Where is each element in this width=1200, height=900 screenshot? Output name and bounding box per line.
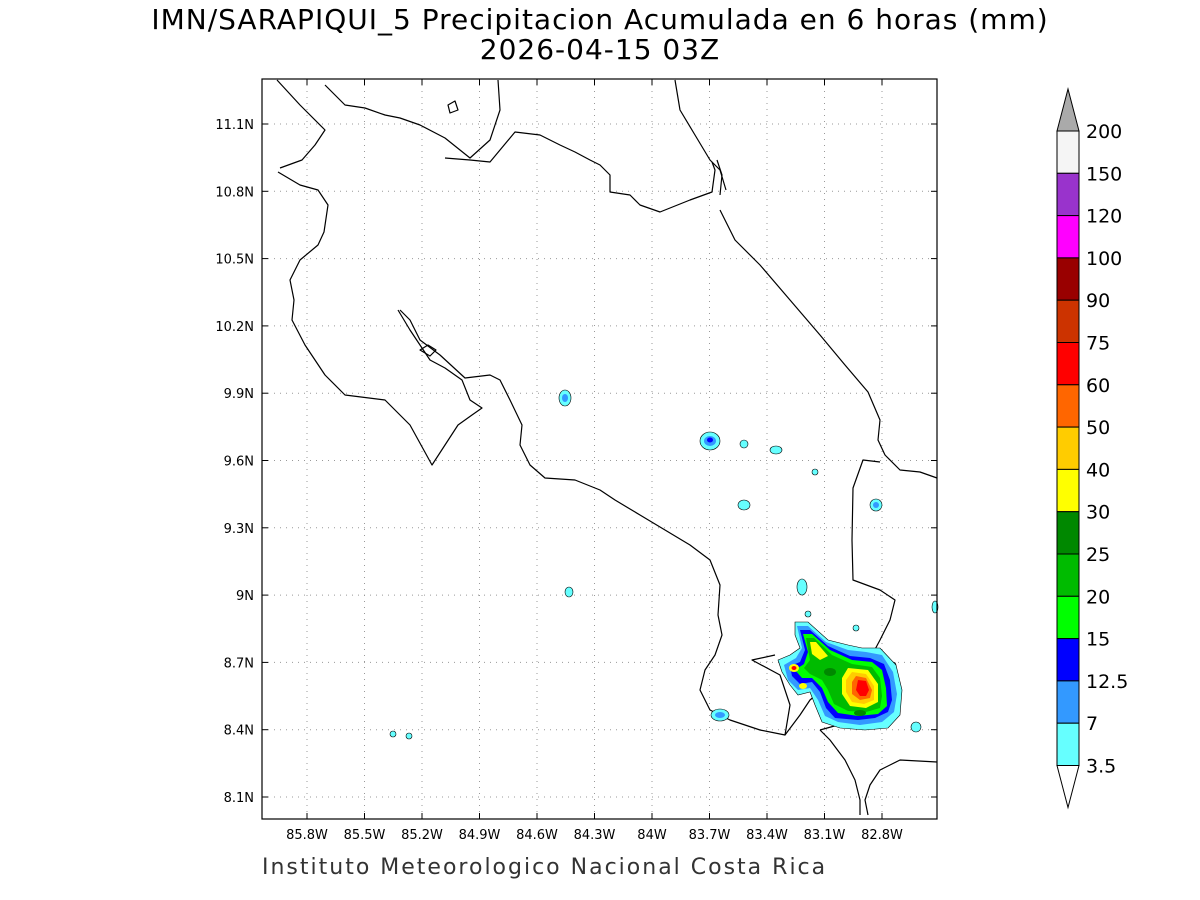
colorbar-label: 90 [1086, 290, 1110, 312]
colorbar-label: 200 [1086, 121, 1122, 143]
colorbar-swatch [1056, 130, 1080, 174]
lat-tick-label: 8.1N [224, 791, 254, 806]
colorbar-swatch [1056, 638, 1080, 682]
colorbar-swatch [1056, 215, 1080, 259]
colorbar-swatch [1056, 511, 1080, 555]
lat-tick-label: 8.7N [224, 656, 254, 671]
colorbar-legend: 200 150 120 100 90 75 60 50 40 30 25 20 15 12.5 7 3.5 [1056, 87, 1128, 810]
lon-tick-label: 84.6W [516, 828, 558, 843]
colorbar-swatch [1056, 299, 1080, 344]
colorbar-label: 25 [1086, 544, 1110, 566]
map-frame [261, 78, 938, 820]
lat-tick-label: 9.9N [224, 387, 254, 402]
colorbar-top-arrow [1056, 87, 1080, 132]
colorbar-swatch [1056, 680, 1080, 724]
lat-tick-label: 10.8N [215, 185, 254, 200]
colorbar-swatch [1056, 553, 1080, 597]
colorbar-label: 50 [1086, 417, 1110, 439]
colorbar-swatch [1056, 468, 1080, 513]
lon-tick-label: 85.5W [344, 828, 386, 843]
colorbar-label: 150 [1086, 163, 1122, 185]
lon-tick-label: 85.2W [401, 828, 443, 843]
lat-tick-label: 8.4N [224, 724, 254, 739]
lat-tick-label: 9.3N [224, 522, 254, 537]
colorbar-label: 60 [1086, 375, 1110, 397]
lat-tick-label: 11.1N [215, 118, 254, 133]
lon-tick-label: 83.7W [689, 828, 731, 843]
map-date: 2026-04-15 03Z [479, 33, 721, 66]
colorbar-swatch [1056, 426, 1080, 470]
lon-tick-label: 83.4W [746, 828, 788, 843]
colorbar-swatch [1056, 257, 1080, 301]
latitude-axis: 11.1N 10.8N 10.5N 10.2N 9.9N 9.6N 9.3N 9N 8.7N 8.… [215, 118, 937, 806]
colorbar-label: 15 [1086, 629, 1110, 651]
colorbar-swatch [1056, 172, 1080, 217]
colorbar-swatch [1056, 342, 1080, 386]
lon-tick-label: 84W [637, 828, 667, 843]
colorbar-label: 12.5 [1086, 671, 1128, 693]
colorbar-bottom-arrow [1056, 765, 1080, 810]
colorbar-label: 30 [1086, 502, 1110, 524]
lat-tick-label: 9.6N [224, 455, 254, 470]
lat-tick-label: 10.5N [215, 253, 254, 268]
colorbar-label: 75 [1086, 333, 1110, 355]
lon-tick-label: 84.3W [574, 828, 616, 843]
lon-tick-label: 83.1W [804, 828, 846, 843]
colorbar-swatch [1056, 722, 1080, 767]
lon-tick-label: 85.8W [286, 828, 328, 843]
longitude-axis: 85.8W 85.5W 85.2W 84.9W 84.6W 84.3W 84W 83.7W 83… [286, 79, 903, 843]
colorbar-label: 20 [1086, 586, 1110, 608]
colorbar-label: 3.5 [1086, 756, 1116, 778]
lat-tick-label: 10.2N [215, 320, 254, 335]
colorbar-label: 120 [1086, 206, 1122, 228]
colorbar-label: 7 [1086, 713, 1098, 735]
colorbar-swatch [1056, 384, 1080, 428]
lat-tick-label: 9N [236, 589, 254, 604]
precipitation-field [389, 389, 939, 740]
map-title: IMN/SARAPIQUI_5 Precipitacion Acumulada … [151, 3, 1049, 36]
lon-tick-label: 84.9W [459, 828, 501, 843]
footer-credit: Instituto Meteorologico Nacional Costa R… [262, 855, 828, 880]
colorbar-swatch [1056, 595, 1080, 640]
lon-tick-label: 82.8W [861, 828, 903, 843]
colorbar-label: 40 [1086, 459, 1110, 481]
colorbar-label: 100 [1086, 248, 1122, 270]
